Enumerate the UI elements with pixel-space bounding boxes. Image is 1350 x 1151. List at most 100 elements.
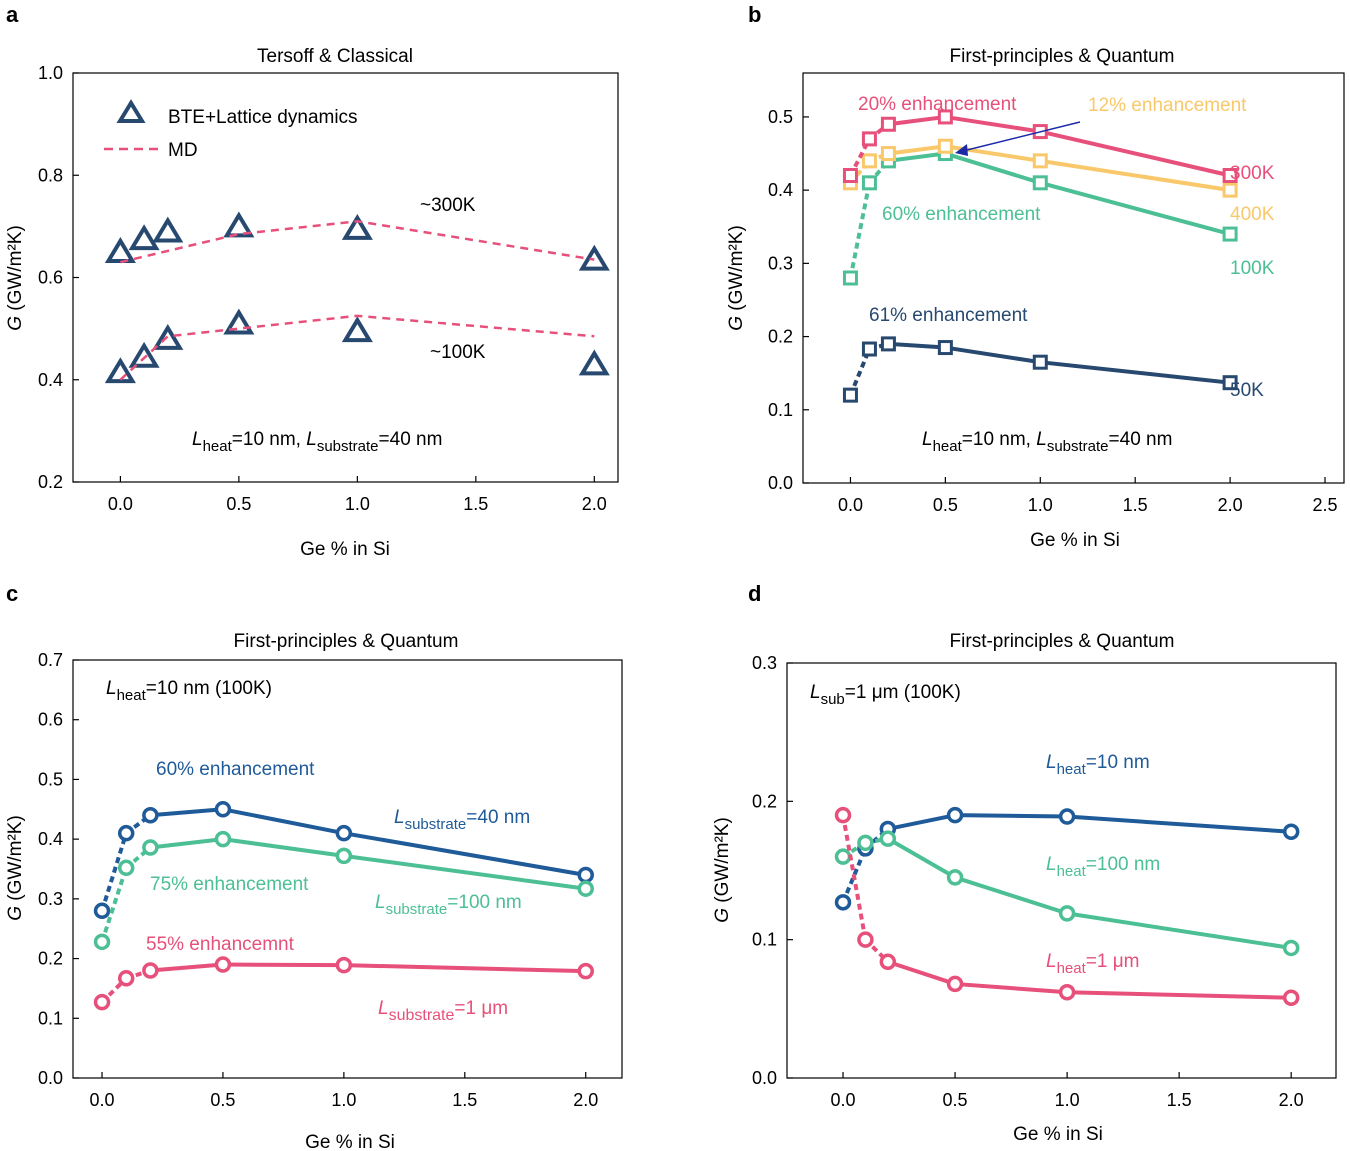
panel-d-y-ticks: 0.0 0.1 0.2 0.3 xyxy=(752,653,793,1088)
square-data-point xyxy=(1032,175,1048,191)
square-data-point xyxy=(880,336,896,352)
panel-d-plot-frame xyxy=(786,662,1337,1079)
panel-b-x-ticks: 0.0 0.5 1.0 1.5 2.0 2.5 xyxy=(838,477,1338,515)
panel-c: c First-principles & Quantum 0.00.10.20.… xyxy=(5,581,623,1151)
enhancement-arrow-shaft xyxy=(962,121,1081,152)
b-400k-label: 400K xyxy=(1230,204,1275,225)
d-1um-label: Lheat=1 μm xyxy=(1046,951,1140,977)
series-line-segment xyxy=(222,962,344,968)
series-line-segment xyxy=(954,981,1068,995)
circle-data-point xyxy=(214,830,232,848)
circle-data-point xyxy=(142,839,159,856)
y-tick-label: 0.0 xyxy=(768,473,793,493)
x-tick-label: 0.5 xyxy=(943,1090,968,1110)
panel-b-x-label: Ge % in Si xyxy=(1030,530,1120,551)
circle-data-point xyxy=(946,869,964,886)
circle-data-point xyxy=(857,931,874,948)
panel-d: d First-principles & Quantum 0.00.10.20.… xyxy=(712,581,1337,1145)
y-tick-label: 0.2 xyxy=(38,472,63,492)
d-100nm-label: Lheat=100 nm xyxy=(1046,854,1160,880)
panel-a-x-ticks: 0.0 0.5 1.0 1.5 2.0 xyxy=(108,476,607,514)
label-100k: ~100K xyxy=(430,342,486,363)
x-tick-label: 2.5 xyxy=(1313,495,1338,515)
series-line-segment xyxy=(848,182,872,279)
y-tick-label: 0.4 xyxy=(38,370,63,390)
panel-c-series xyxy=(93,801,594,1011)
square-data-point xyxy=(861,131,877,147)
circle-data-point xyxy=(834,894,852,911)
circle-data-point xyxy=(335,956,353,974)
circle-data-point xyxy=(879,953,897,971)
panel-a-plot-frame xyxy=(72,72,619,483)
y-tick-label: 0.6 xyxy=(38,710,63,730)
square-data-point xyxy=(880,146,896,162)
legend-triangle-marker xyxy=(116,99,146,123)
square-data-point xyxy=(861,153,877,169)
panel-d-series xyxy=(834,806,1300,1007)
d-10nm-label: Lheat=10 nm xyxy=(1046,752,1150,778)
series-line-segment xyxy=(1066,814,1292,834)
series-line-segment xyxy=(150,837,224,850)
c-100nm-label: Lsubstrate=100 nm xyxy=(375,892,522,918)
square-data-point xyxy=(842,387,858,403)
series-line-segment xyxy=(1066,911,1292,950)
y-tick-label: 0.4 xyxy=(38,829,63,849)
x-tick-label: 1.5 xyxy=(452,1090,477,1110)
circle-data-point xyxy=(879,830,897,847)
series-line-segment xyxy=(150,962,224,973)
circle-data-point xyxy=(577,880,594,897)
square-data-point xyxy=(1032,354,1048,370)
x-tick-label: 0.5 xyxy=(933,495,958,515)
square-data-point xyxy=(880,116,896,132)
b-12pct-label: 12% enhancement xyxy=(1088,95,1247,116)
panel-a-title: Tersoff & Classical xyxy=(257,46,413,67)
panel-a-letter: a xyxy=(6,2,19,27)
circle-data-point xyxy=(1058,905,1076,922)
panel-b-y-label: G (GW/m²K) xyxy=(726,225,747,331)
x-tick-label: 0.0 xyxy=(838,495,863,515)
panel-d-x-label: Ge % in Si xyxy=(1013,1124,1103,1145)
legend-bte-label: BTE+Lattice dynamics xyxy=(168,107,358,128)
circle-data-point xyxy=(1058,808,1076,825)
x-tick-label: 1.0 xyxy=(1028,495,1053,515)
panel-b-condition-label: Lheat=10 nm, Lsubstrate=40 nm xyxy=(922,429,1172,455)
y-tick-label: 0.7 xyxy=(38,650,63,670)
series-line-segment xyxy=(1039,129,1231,178)
circle-data-point xyxy=(117,859,135,877)
circle-data-point xyxy=(577,962,594,980)
c-60pct-label: 60% enhancement xyxy=(156,759,315,780)
panel-b-title: First-principles & Quantum xyxy=(950,46,1175,67)
circle-data-point xyxy=(93,933,111,951)
series-line-segment xyxy=(848,348,872,396)
triangle-data-point xyxy=(578,349,610,376)
series-line-segment xyxy=(886,836,957,880)
panel-a-condition-label: Lheat=10 nm, Lsubstrate=40 nm xyxy=(192,429,442,455)
series-line-segment xyxy=(954,875,1068,916)
triangle-data-point xyxy=(104,237,136,263)
label-300k: ~300K xyxy=(420,195,476,216)
panel-d-y-label: G (GW/m²K) xyxy=(712,817,733,923)
series-line-segment xyxy=(888,144,946,156)
y-tick-label: 0.3 xyxy=(38,889,63,909)
panel-c-x-label: Ge % in Si xyxy=(305,1132,395,1151)
panel-a-y-label-unit: (GW/m²K) xyxy=(5,225,26,310)
y-tick-label: 0.5 xyxy=(768,107,793,127)
panel-d-condition-label: Lsub=1 μm (100K) xyxy=(810,682,961,708)
series-line-segment xyxy=(841,814,868,941)
x-tick-label: 0.0 xyxy=(108,494,133,514)
square-data-point xyxy=(842,168,858,183)
square-data-point xyxy=(1032,153,1048,169)
circle-data-point xyxy=(142,962,159,979)
triangle-data-point xyxy=(341,214,373,240)
square-data-point xyxy=(937,138,953,154)
series-line-segment xyxy=(887,813,956,831)
panel-b-series xyxy=(842,109,1238,403)
y-tick-label: 0.2 xyxy=(38,949,63,969)
circle-data-point xyxy=(577,866,594,884)
square-data-point xyxy=(1222,226,1238,242)
square-data-point xyxy=(937,109,953,125)
x-tick-label: 1.0 xyxy=(1055,1090,1080,1110)
panel-c-x-ticks: 0.0 0.5 1.0 1.5 2.0 xyxy=(90,1072,598,1110)
circle-data-point xyxy=(335,824,353,842)
